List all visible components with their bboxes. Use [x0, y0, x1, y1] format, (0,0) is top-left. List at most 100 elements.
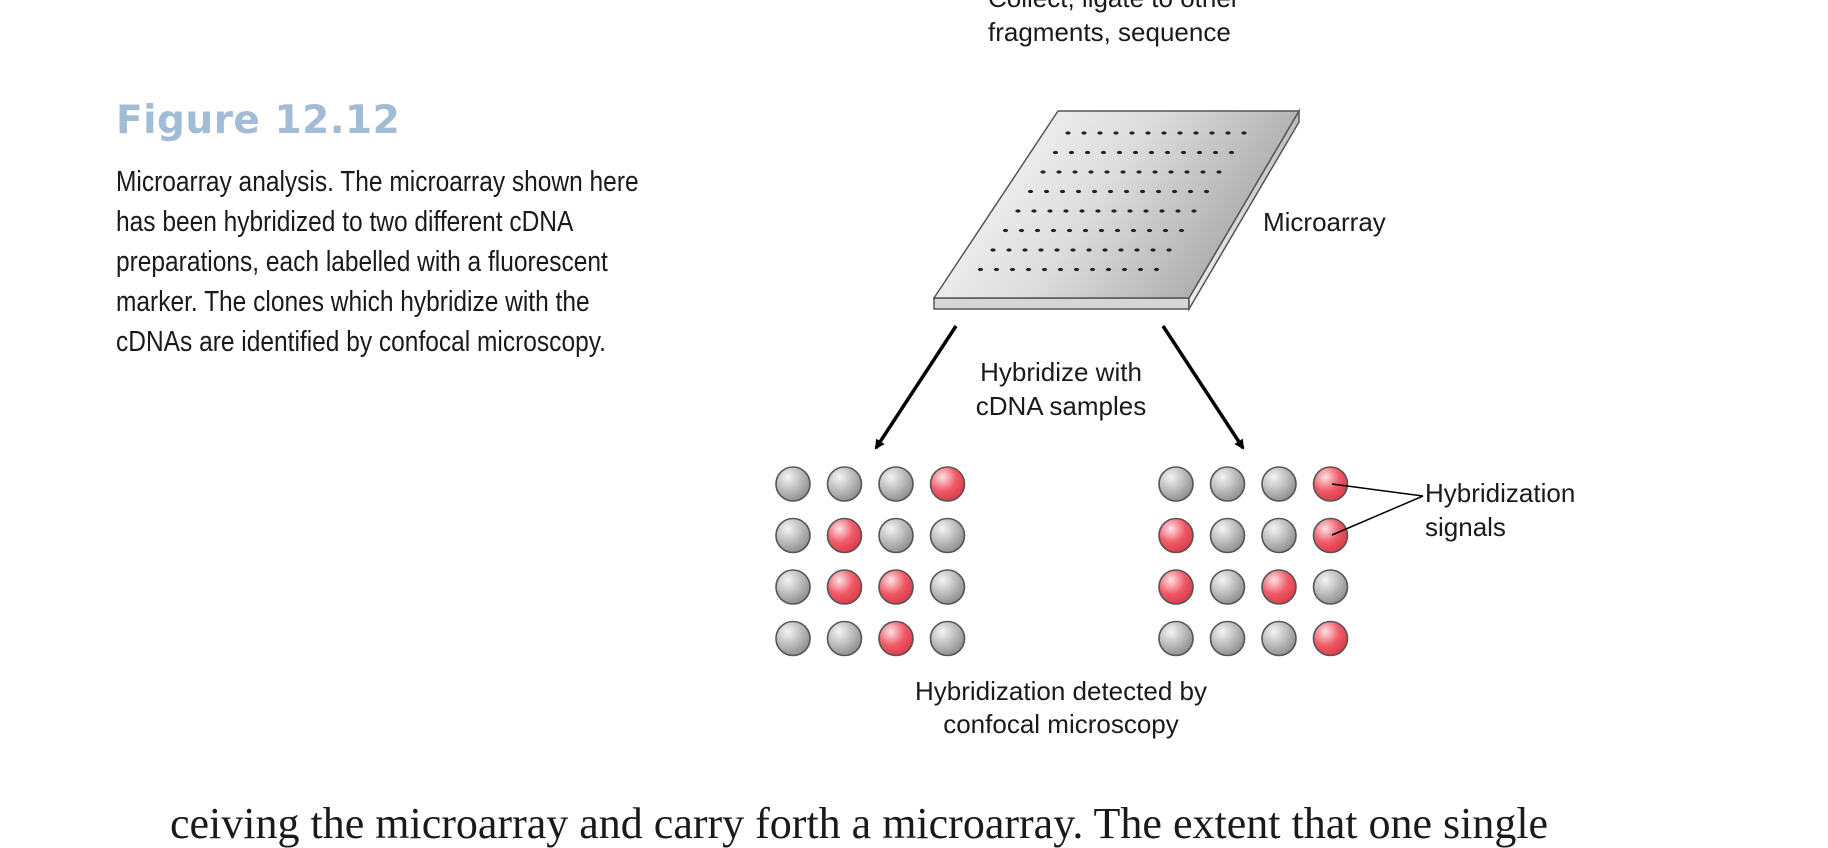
- array-spot: [1091, 189, 1098, 194]
- array-spot: [1009, 267, 1016, 272]
- array-spot: [1180, 150, 1187, 155]
- array-spot: [1241, 131, 1247, 135]
- array-spot: [1047, 209, 1053, 213]
- array-spot: [1171, 189, 1178, 194]
- hybridize-label-line1: Hybridize with: [980, 357, 1142, 387]
- array-spot: [1118, 248, 1124, 252]
- array-spot: [1123, 189, 1130, 194]
- array-spot: [1050, 228, 1057, 233]
- array-spot: [1043, 189, 1050, 194]
- negative-spot: [775, 620, 811, 657]
- negative-spot: [929, 569, 966, 605]
- negative-spot: [929, 620, 966, 657]
- array-spot: [1086, 248, 1092, 252]
- signals-label-line2: signals: [1425, 512, 1506, 542]
- negative-spot: [775, 517, 811, 554]
- array-spot: [1073, 267, 1080, 272]
- array-spot: [1200, 170, 1206, 174]
- array-spot: [1059, 189, 1066, 194]
- negative-spot: [1158, 466, 1194, 502]
- array-spot: [1095, 209, 1101, 213]
- array-spot: [1130, 228, 1137, 233]
- array-spot: [1191, 209, 1197, 213]
- top-label-line2: fragments, sequence: [988, 17, 1231, 47]
- array-spot: [1159, 209, 1165, 213]
- array-spot: [990, 248, 996, 252]
- array-spot: [1041, 267, 1048, 272]
- array-spot: [1056, 170, 1062, 174]
- array-spot: [1187, 189, 1194, 194]
- array-spot: [1027, 189, 1034, 194]
- array-spot: [1111, 209, 1117, 213]
- array-spot: [1134, 248, 1140, 252]
- array-spot: [1102, 248, 1108, 252]
- negative-spot: [1261, 620, 1297, 657]
- positive-spot: [878, 620, 914, 657]
- array-spot: [1212, 150, 1219, 155]
- array-spot: [1155, 189, 1162, 194]
- microarray-label: Microarray: [1263, 207, 1386, 237]
- negative-spot: [1261, 517, 1297, 554]
- array-spot: [1075, 189, 1082, 194]
- array-spot: [1070, 248, 1076, 252]
- positive-spot: [1158, 569, 1194, 605]
- negative-spot: [1209, 517, 1246, 554]
- array-spot: [1177, 131, 1183, 135]
- hybridize-label-line2: cDNA samples: [976, 391, 1147, 421]
- array-spot: [1136, 170, 1142, 174]
- array-spot: [1184, 170, 1190, 174]
- array-spot: [993, 267, 1000, 272]
- array-spot: [1107, 189, 1114, 194]
- negative-spot: [1261, 466, 1297, 502]
- array-spot: [1097, 131, 1103, 135]
- top-label-line1: Collect, ligate to other: [988, 0, 1240, 13]
- array-spot: [1034, 228, 1041, 233]
- negative-spot: [775, 466, 811, 502]
- array-spot: [1066, 228, 1073, 233]
- array-spot: [1002, 228, 1009, 233]
- body-text-fragment: ceiving the microarray and carry forth a…: [170, 799, 1549, 848]
- right-arrow: [1161, 325, 1245, 450]
- array-spot: [1148, 150, 1155, 155]
- array-spot: [1025, 267, 1032, 272]
- array-spot: [1114, 228, 1121, 233]
- figure-label: Figure 12.12: [116, 98, 401, 143]
- negative-spot: [1209, 466, 1246, 502]
- array-spot: [1146, 228, 1153, 233]
- array-spot: [1072, 170, 1078, 174]
- microarray-slide: [932, 108, 1301, 312]
- array-spot: [1015, 209, 1021, 213]
- array-spot: [1137, 267, 1144, 272]
- negative-spot: [826, 466, 863, 502]
- array-spot: [977, 267, 984, 272]
- figure-caption: Microarray analysis. The microarray show…: [116, 166, 639, 358]
- array-spot: [1084, 150, 1091, 155]
- array-spot: [1052, 150, 1059, 155]
- negative-spot: [929, 517, 966, 554]
- array-spot: [1139, 189, 1146, 194]
- array-spot: [1153, 267, 1160, 272]
- array-spot: [1203, 189, 1210, 194]
- array-spot: [1082, 228, 1089, 233]
- array-spot: [1018, 228, 1025, 233]
- array-spot: [1178, 228, 1185, 233]
- positive-spot: [878, 569, 914, 605]
- array-spot: [1065, 131, 1071, 135]
- negative-spot: [826, 620, 863, 657]
- array-spot: [1196, 150, 1203, 155]
- array-spot: [1006, 248, 1012, 252]
- left-spot-grid: [775, 466, 966, 657]
- negative-spot: [878, 517, 914, 554]
- array-spot: [1143, 209, 1149, 213]
- array-spot: [1104, 170, 1110, 174]
- array-spot: [1129, 131, 1135, 135]
- positive-spot: [929, 466, 966, 502]
- array-spot: [1175, 209, 1181, 213]
- array-spot: [1193, 131, 1199, 135]
- signal-callout-lines: [1331, 483, 1424, 536]
- left-arrow: [874, 325, 958, 450]
- array-spot: [1022, 248, 1028, 252]
- array-spot: [1089, 267, 1096, 272]
- array-spot: [1040, 170, 1046, 174]
- microarray-diagram: Collect, ligate to other fragments, sequ…: [775, 0, 1575, 739]
